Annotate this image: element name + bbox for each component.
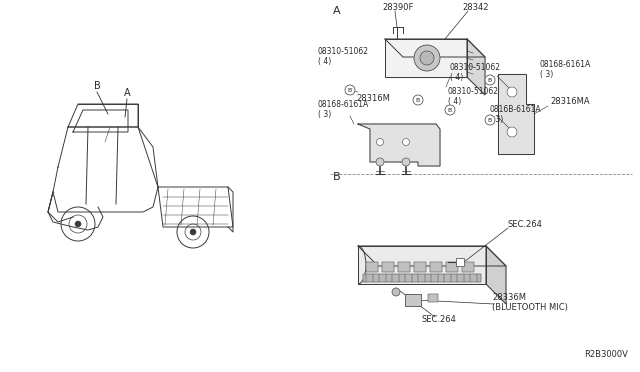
Bar (405, 294, 421, 306)
Circle shape (414, 45, 440, 71)
Text: 08168-6161A
( 3): 08168-6161A ( 3) (318, 100, 369, 119)
Polygon shape (385, 39, 467, 77)
Bar (462, 262, 474, 272)
Polygon shape (385, 39, 485, 57)
Circle shape (190, 229, 196, 235)
Text: A: A (124, 88, 131, 98)
Bar (446, 262, 458, 272)
Circle shape (392, 288, 400, 296)
Bar (428, 294, 438, 302)
Text: 0816B-6161A
( 3): 0816B-6161A ( 3) (490, 105, 541, 124)
Circle shape (413, 95, 423, 105)
Bar (366, 262, 378, 272)
Circle shape (485, 115, 495, 125)
Bar (382, 262, 394, 272)
Text: 28390F: 28390F (382, 3, 413, 12)
Text: 08310-51062
( 4): 08310-51062 ( 4) (318, 46, 369, 66)
Text: B: B (448, 108, 452, 112)
Text: 28336M
(BLUETOOTH MIC): 28336M (BLUETOOTH MIC) (492, 293, 568, 312)
Text: 08310-51062
( 4): 08310-51062 ( 4) (450, 62, 501, 82)
Bar (456, 258, 464, 266)
Bar (398, 262, 410, 272)
Bar (398, 262, 410, 272)
Bar (414, 262, 426, 272)
Bar (428, 294, 438, 302)
Text: B: B (93, 81, 100, 91)
Bar (430, 262, 442, 272)
Text: B: B (333, 172, 340, 182)
Polygon shape (467, 39, 485, 95)
Bar (456, 258, 464, 266)
Text: SEC.264: SEC.264 (422, 315, 457, 324)
Text: B: B (488, 77, 492, 83)
Text: 08168-6161A
( 3): 08168-6161A ( 3) (540, 60, 591, 79)
Text: 08310-51062
( 4): 08310-51062 ( 4) (448, 87, 499, 106)
Polygon shape (358, 124, 440, 166)
Text: B: B (416, 97, 420, 103)
Polygon shape (498, 74, 534, 154)
Text: R2B3000V: R2B3000V (584, 350, 628, 359)
Polygon shape (486, 246, 506, 304)
Text: A: A (333, 6, 340, 16)
Text: B: B (348, 87, 352, 93)
Circle shape (345, 85, 355, 95)
Circle shape (507, 127, 517, 137)
Circle shape (75, 221, 81, 227)
Circle shape (507, 87, 517, 97)
Bar (366, 262, 378, 272)
Circle shape (420, 51, 434, 65)
Polygon shape (358, 246, 506, 266)
Polygon shape (358, 246, 486, 284)
Circle shape (403, 138, 410, 145)
Bar (430, 262, 442, 272)
Text: 28316MA: 28316MA (550, 97, 589, 106)
Circle shape (376, 158, 384, 166)
Text: SEC.264: SEC.264 (508, 220, 543, 229)
Bar (405, 294, 421, 306)
Circle shape (376, 138, 383, 145)
Bar (363, 274, 481, 282)
Text: B: B (488, 118, 492, 122)
Circle shape (445, 105, 455, 115)
Text: 28316M: 28316M (356, 94, 390, 103)
Bar (414, 262, 426, 272)
Circle shape (485, 75, 495, 85)
Text: 28342: 28342 (462, 3, 488, 12)
Bar (462, 262, 474, 272)
Bar (382, 262, 394, 272)
Bar (363, 274, 481, 282)
Circle shape (402, 158, 410, 166)
Bar (446, 262, 458, 272)
